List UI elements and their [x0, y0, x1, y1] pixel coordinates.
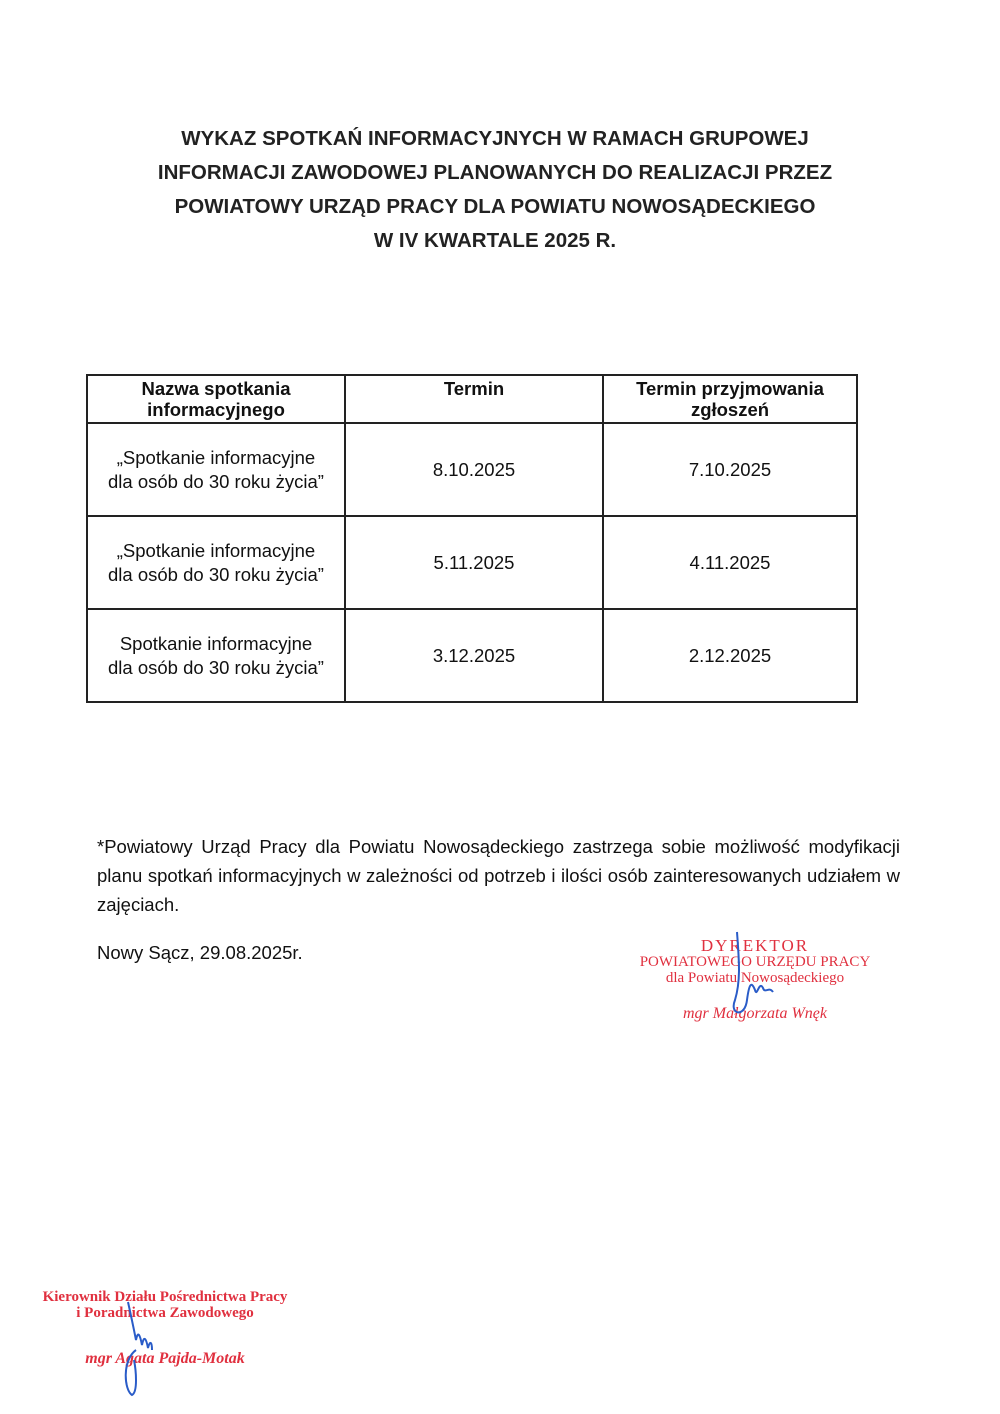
meeting-date: 8.10.2025 [344, 422, 604, 517]
table-row: „Spotkanie informacyjne dla osób do 30 ro… [86, 422, 858, 517]
meeting-name: „Spotkanie informacyjne dla osób do 30 ro… [86, 422, 346, 517]
head-signature [124, 1301, 153, 1397]
title-line: W IV KWARTALE 2025 R. [373, 229, 617, 252]
header-deadline: Termin przyjmowania zgłoszeń [602, 374, 858, 424]
table-row: „Spotkanie informacyjne dla osób do 30 ro… [86, 515, 858, 610]
meeting-name: „Spotkanie informacyjne dla osób do 30 ro… [86, 515, 346, 610]
meeting-deadline: 2.12.2025 [602, 608, 858, 703]
head-stamp: Kierownik Działu Pośrednictwa Pracy i Po… [42, 1289, 288, 1367]
meeting-name: Spotkanie informacyjne dla osób do 30 rok… [86, 608, 346, 703]
meeting-deadline: 7.10.2025 [602, 422, 858, 517]
title-line: POWIATOWY URZĄD PRACY DLA POWIATU NOWOSĄ… [174, 195, 816, 218]
director-signature [732, 931, 774, 1014]
table-header-row: Nazwa spotkania informacyjnego Termin Te… [86, 374, 858, 424]
place-date: Nowy Sącz, 29.08.2025r. [97, 942, 303, 963]
header-name: Nazwa spotkania informacyjnego [86, 374, 346, 424]
title-line: INFORMACJI ZAWODOWEJ PLANOWANYCH DO REAL… [157, 161, 833, 184]
meeting-date: 5.11.2025 [344, 515, 604, 610]
meetings-table: Nazwa spotkania informacyjnego Termin Te… [86, 374, 858, 703]
meeting-deadline: 4.11.2025 [602, 515, 858, 610]
meeting-date: 3.12.2025 [344, 608, 604, 703]
document-title: WYKAZ SPOTKAŃ INFORMACYJNYCH W RAMACH GR… [90, 122, 900, 258]
director-stamp: DYREKTOR POWIATOWEGO URZĘDU PRACY dla Po… [639, 936, 871, 1022]
header-date: Termin [344, 374, 604, 424]
table-row: Spotkanie informacyjne dla osób do 30 rok… [86, 608, 858, 703]
footnote: *Powiatowy Urząd Pracy dla Powiatu Nowos… [97, 836, 900, 915]
title-line: WYKAZ SPOTKAŃ INFORMACYJNYCH W RAMACH GR… [181, 127, 809, 150]
